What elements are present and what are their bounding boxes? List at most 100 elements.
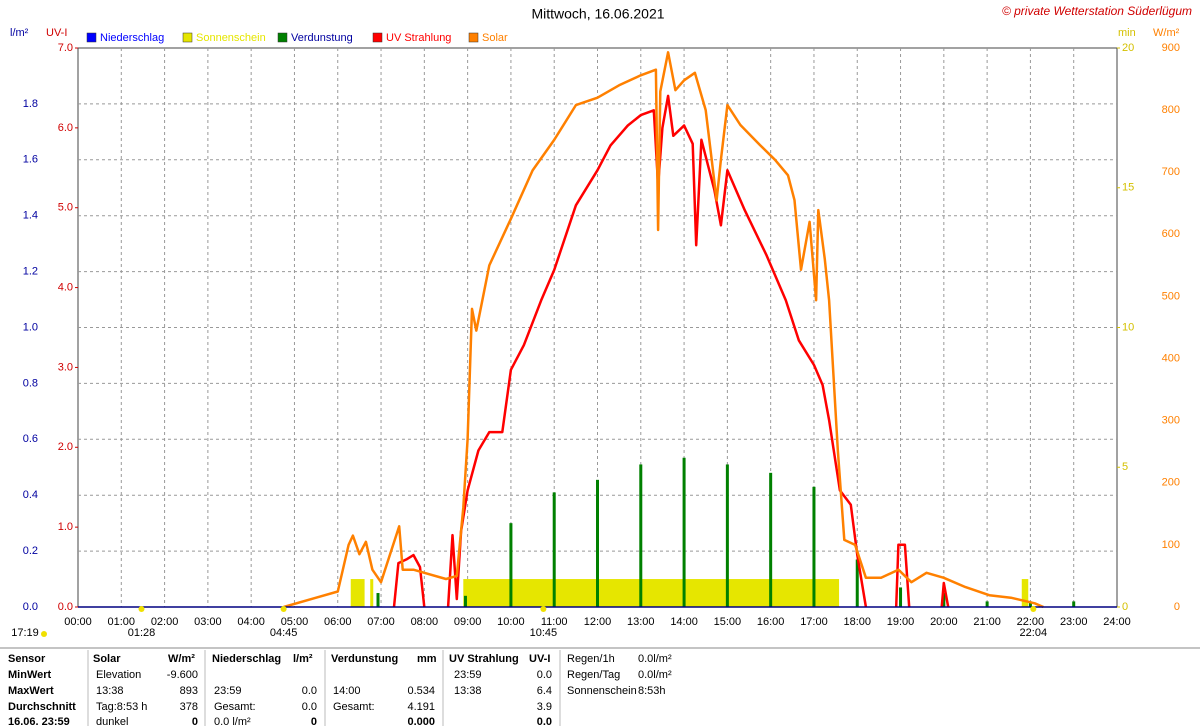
table-cell: Solar (93, 653, 121, 665)
table-cell: Gesamt: (214, 701, 256, 713)
table-cell: 0.0 (537, 716, 552, 726)
x-tick-label: 02:00 (151, 616, 179, 628)
copyright: © private Wetterstation Süderlügum (1002, 4, 1192, 18)
table-cell: 13:38 (454, 685, 482, 697)
table-cell: dunkel (96, 716, 128, 726)
x-tick-label: 05:00 (281, 616, 309, 628)
table-cell: 0.0 (537, 669, 552, 681)
x-tick-label: 10:00 (497, 616, 525, 628)
sun-moon-time: 10:45 (530, 627, 558, 639)
uv-tick-label: 0.0 (58, 601, 73, 613)
evaporation-bar (552, 492, 556, 607)
w-tick-label: 800 (1162, 104, 1180, 116)
sun-marker (1030, 606, 1037, 612)
table-cell: 4.191 (407, 701, 435, 713)
evaporation-bar (463, 595, 467, 607)
table-cell: Elevation (96, 669, 141, 681)
min-tick-label: 5 (1122, 461, 1128, 473)
uv-tick-label: 1.0 (58, 521, 73, 533)
min-tick-label: 20 (1122, 42, 1134, 54)
table-cell: 378 (180, 701, 198, 713)
x-tick-label: 21:00 (973, 616, 1001, 628)
table-cell: UV Strahlung (449, 653, 519, 665)
x-tick-label: 03:00 (194, 616, 222, 628)
x-tick-label: 15:00 (714, 616, 742, 628)
y-tick-label: 0.2 (23, 545, 38, 557)
table-cell: Tag:8:53 h (96, 701, 147, 713)
x-tick-label: 08:00 (411, 616, 439, 628)
evaporation-bar (725, 464, 729, 607)
w-tick-label: 300 (1162, 415, 1180, 427)
y-tick-label: 1.2 (23, 266, 38, 278)
sun-marker (280, 606, 287, 612)
legend-label: Verdunstung (291, 32, 353, 44)
min-axis-unit: min (1118, 27, 1136, 39)
uv-tick-label: 2.0 (58, 441, 73, 453)
table-cell: Regen/1h (567, 653, 615, 665)
uv-tick-label: 7.0 (58, 42, 73, 54)
y-axis-unit: l/m² (10, 27, 29, 39)
legend-label: Sonnenschein (196, 32, 266, 44)
evaporation-bar (812, 486, 816, 607)
table-cell: 0.0 l/m² (214, 716, 251, 726)
uv-tick-label: 3.0 (58, 361, 73, 373)
evaporation-bar (899, 587, 903, 607)
w-tick-label: 100 (1162, 539, 1180, 551)
table-cell: 0.0l/m² (638, 653, 672, 665)
table-cell: Regen/Tag (567, 669, 620, 681)
y-tick-label: 0.6 (23, 433, 38, 445)
table-cell: 6.4 (537, 685, 552, 697)
x-tick-label: 04:00 (237, 616, 265, 628)
table-cell: MaxWert (8, 685, 54, 697)
x-tick-label: 20:00 (930, 616, 958, 628)
evaporation-bar (596, 479, 599, 607)
w-tick-label: 0 (1174, 601, 1180, 613)
w-tick-label: 900 (1162, 42, 1180, 54)
sun-moon-time: 17:19 (11, 627, 39, 639)
line-series (940, 581, 950, 608)
line-series (392, 553, 426, 608)
table-cell: 0.0 (302, 701, 317, 713)
table-cell: Sensor (8, 653, 46, 665)
table-cell: 13:38 (96, 685, 124, 697)
line-series (283, 51, 1044, 609)
evaporation-bar (639, 464, 643, 607)
w-tick-label: 600 (1162, 228, 1180, 240)
w-axis-unit: W/m² (1153, 27, 1180, 39)
legend-label: UV Strahlung (386, 32, 451, 44)
x-tick-label: 17:00 (800, 616, 828, 628)
table-cell: Verdunstung (331, 653, 398, 665)
line-series (894, 543, 911, 608)
table-cell: 23:59 (454, 669, 482, 681)
w-tick-label: 700 (1162, 166, 1180, 178)
w-tick-label: 500 (1162, 290, 1180, 302)
x-tick-label: 22:00 (1017, 616, 1045, 628)
legend-swatch (372, 32, 383, 43)
y-tick-label: 0.4 (23, 489, 38, 501)
table-cell: 0 (311, 716, 317, 726)
evaporation-bar (855, 559, 859, 607)
evaporation-bar (509, 523, 513, 607)
uv-tick-label: 4.0 (58, 281, 73, 293)
x-tick-label: 09:00 (454, 616, 482, 628)
y-tick-label: 1.4 (23, 210, 38, 222)
x-tick-label: 19:00 (887, 616, 915, 628)
y-tick-label: 0.8 (23, 377, 38, 389)
table-cell: -9.600 (167, 669, 198, 681)
table-cell: 0.534 (407, 685, 435, 697)
sun-marker (540, 606, 547, 612)
legend-label: Niederschlag (100, 32, 164, 44)
min-tick-label: 15 (1122, 182, 1134, 194)
table-cell: 14:00 (333, 685, 361, 697)
table-cell: 0.000 (407, 716, 435, 726)
sun-marker (41, 631, 47, 637)
min-tick-label: 0 (1122, 601, 1128, 613)
x-tick-label: 00:00 (64, 616, 92, 628)
evaporation-bar (985, 601, 989, 607)
table-cell: Durchschnitt (8, 701, 76, 713)
table-cell: l/m² (293, 653, 313, 665)
x-tick-label: 18:00 (843, 616, 871, 628)
legend-swatch (468, 32, 479, 43)
table-cell: Sonnenschein (567, 685, 637, 697)
line-series (446, 94, 868, 608)
